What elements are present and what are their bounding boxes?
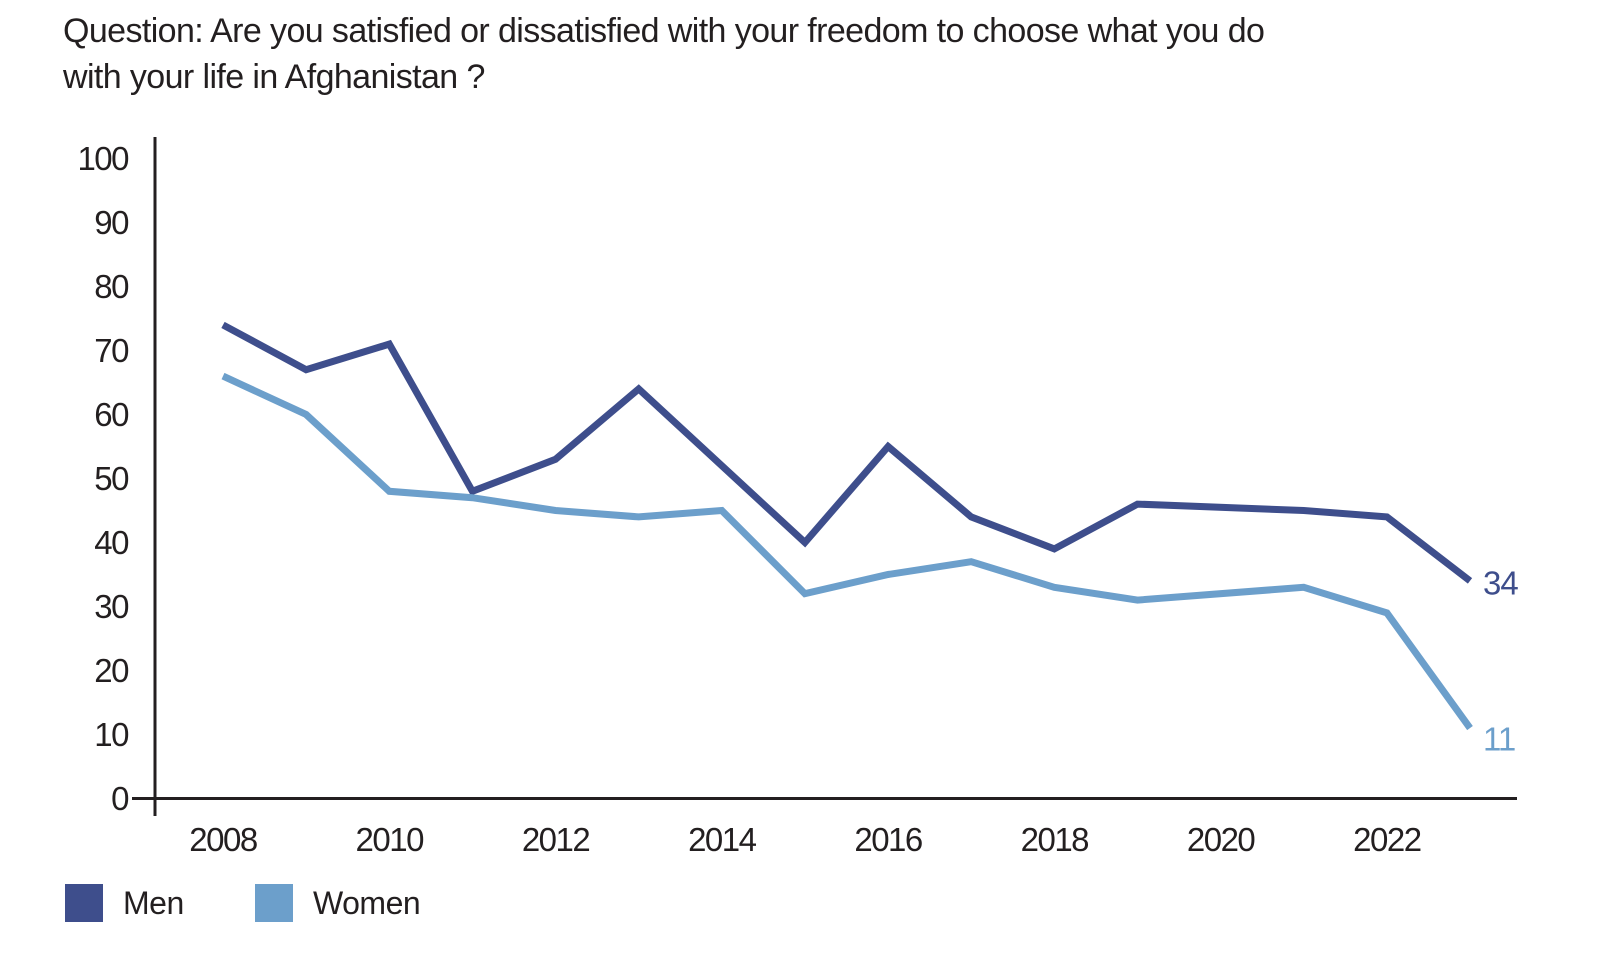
men-end-label: 34 [1483, 564, 1518, 601]
x-tick-label: 2012 [522, 821, 590, 858]
y-tick-label: 70 [94, 332, 129, 369]
legend-item-men: Men [65, 884, 255, 922]
legend-label-men: Men [123, 884, 184, 921]
y-tick-label: 0 [111, 780, 129, 817]
legend-swatch-women [255, 884, 293, 922]
women-end-label: 11 [1483, 721, 1515, 758]
y-tick-label: 20 [94, 652, 129, 689]
y-tick-label: 60 [94, 396, 129, 433]
x-tick-label: 2008 [189, 821, 257, 858]
title-line-2: with your life in Afghanistan ? [63, 58, 485, 96]
x-tick-label: 2010 [356, 821, 425, 858]
x-tick-label: 2016 [854, 821, 922, 858]
x-tick-label: 2022 [1353, 821, 1421, 858]
y-tick-label: 80 [94, 268, 129, 305]
y-tick-label: 50 [94, 460, 129, 497]
men-series-line [221, 321, 1473, 584]
y-tick-label: 100 [77, 140, 129, 177]
title-line-1: Question: Are you satisfied or dissatisf… [63, 12, 1265, 50]
x-tick-label: 2020 [1187, 821, 1256, 858]
y-tick-label: 90 [94, 204, 129, 241]
y-tick-label: 30 [94, 588, 129, 625]
y-tick-label: 10 [94, 716, 129, 753]
women-series-line [221, 372, 1473, 731]
legend-label-women: Women [313, 884, 421, 921]
x-tick-label: 2014 [688, 821, 757, 858]
chart-title: Question: Are you satisfied or dissatisf… [63, 8, 1265, 100]
x-tick-label: 2018 [1021, 821, 1089, 858]
y-tick-label: 40 [94, 524, 129, 561]
chart-legend: Men Women [65, 884, 445, 922]
legend-item-women: Women [255, 884, 445, 922]
legend-swatch-men [65, 884, 103, 922]
